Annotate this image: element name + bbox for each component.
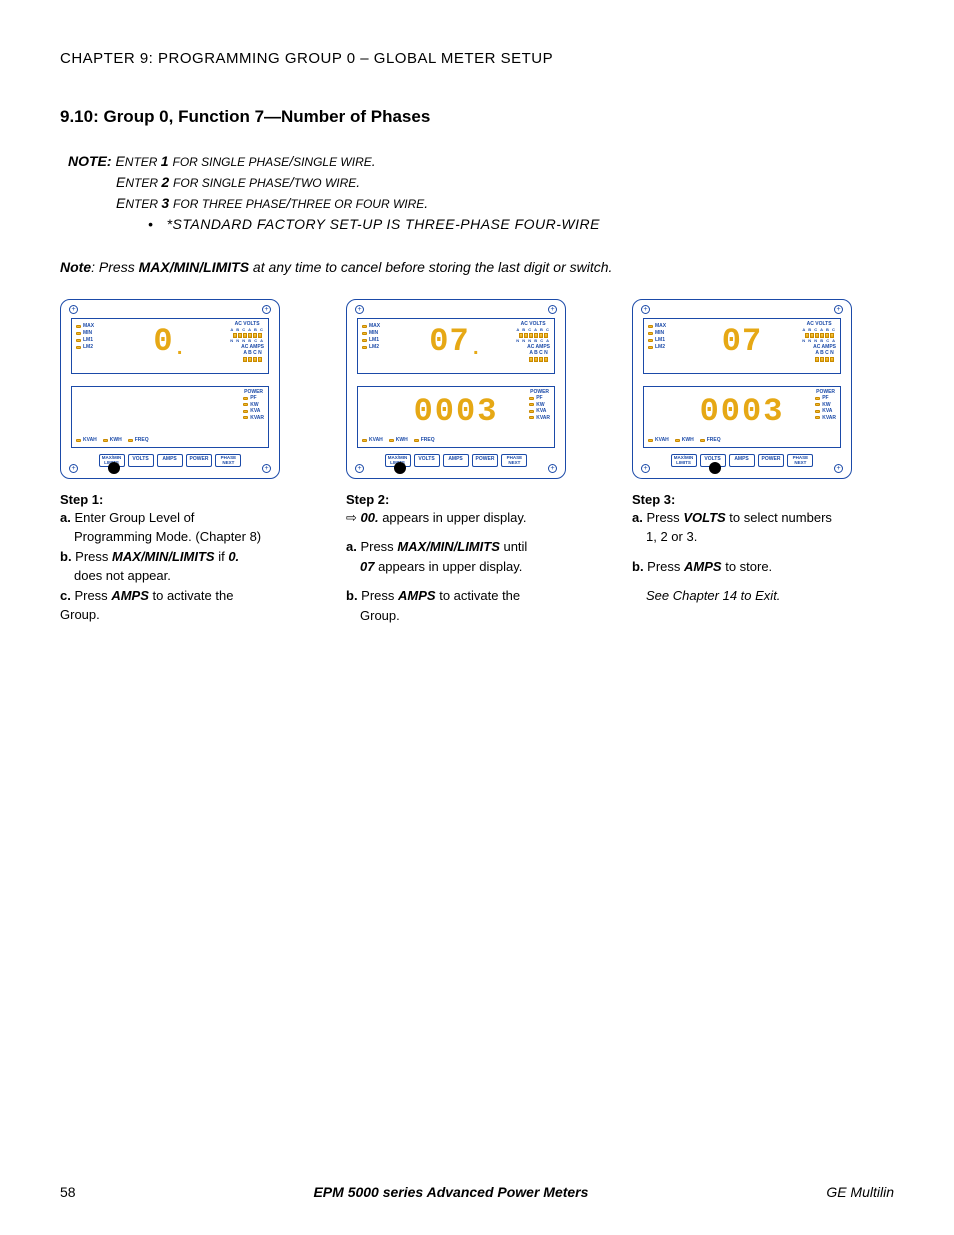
lower-display: POWER PF KW KVA KVAR KVAH KWH FREQ — [71, 386, 269, 448]
page-number: 58 — [60, 1184, 76, 1200]
screw-icon: + — [262, 305, 271, 314]
amps-button[interactable]: AMPS — [157, 454, 183, 467]
power-button[interactable]: POWER — [472, 454, 499, 467]
screw-icon: + — [834, 305, 843, 314]
meter-3: + + + + MAX MIN LM1 LM2 07 AC VOLTS A B … — [632, 299, 852, 479]
step-1-col: + + + + MAX MIN LM1 LM2 0. AC VOLTS A B … — [60, 299, 310, 624]
amps-button[interactable]: AMPS — [729, 454, 755, 467]
screw-icon: + — [262, 464, 271, 473]
screw-icon: + — [641, 464, 650, 473]
meter-buttons: MAX/MINLIMITS VOLTS AMPS POWER PHASENEXT — [639, 454, 845, 467]
power-button[interactable]: POWER — [186, 454, 213, 467]
highlight-dot-icon — [394, 462, 406, 474]
meter-buttons: MAX/MINLIMITS VOLTS AMPS POWER PHASENEXT — [353, 454, 559, 467]
power-button[interactable]: POWER — [758, 454, 785, 467]
step-1-text: Step 1: a. Enter Group Level of Programm… — [60, 491, 310, 624]
upper-display: MAX MIN LM1 LM2 07. AC VOLTS A B C A B C… — [357, 318, 555, 374]
upper-display: MAX MIN LM1 LM2 0. AC VOLTS A B C A B C … — [71, 318, 269, 374]
highlight-dot-icon — [709, 462, 721, 474]
volts-button[interactable]: VOLTS — [128, 454, 154, 467]
note-block: NOTE: ENTER 1 FOR SINGLE PHASE/SINGLE WI… — [68, 151, 894, 235]
footer-brand: GE Multilin — [826, 1184, 894, 1200]
meter-2: + + + + MAX MIN LM1 LM2 07. AC VOLTS A B… — [346, 299, 566, 479]
screw-icon: + — [355, 305, 364, 314]
upper-display: MAX MIN LM1 LM2 07 AC VOLTS A B C A B C … — [643, 318, 841, 374]
screw-icon: + — [834, 464, 843, 473]
step-2-col: + + + + MAX MIN LM1 LM2 07. AC VOLTS A B… — [346, 299, 596, 624]
chapter-header: CHAPTER 9: PROGRAMMING GROUP 0 – GLOBAL … — [60, 50, 894, 67]
volts-button[interactable]: VOLTS — [414, 454, 440, 467]
meter-buttons: MAX/MINLIMITS VOLTS AMPS POWER PHASENEXT — [67, 454, 273, 467]
lower-display: 0003 POWER PF KW KVA KVAR KVAH KWH FREQ — [643, 386, 841, 448]
step-3-text: Step 3: a. Press VOLTS to select numbers… — [632, 491, 882, 605]
screw-icon: + — [69, 305, 78, 314]
maxmin-limits-button[interactable]: MAX/MINLIMITS — [671, 454, 697, 467]
page-footer: 58 EPM 5000 series Advanced Power Meters… — [60, 1184, 894, 1200]
footer-title: EPM 5000 series Advanced Power Meters — [313, 1184, 588, 1200]
phase-next-button[interactable]: PHASENEXT — [501, 454, 527, 467]
step-3-col: + + + + MAX MIN LM1 LM2 07 AC VOLTS A B … — [632, 299, 882, 624]
maxmin-limits-button[interactable]: MAX/MINLIMITS — [99, 454, 125, 467]
note-label: NOTE: — [68, 153, 112, 169]
note-cancel: Note: Press MAX/MIN/LIMITS at any time t… — [60, 259, 894, 275]
lower-display: 0003 POWER PF KW KVA KVAR KVAH KWH FREQ — [357, 386, 555, 448]
screw-icon: + — [69, 464, 78, 473]
step-2-text: Step 2: ⇨ 00. appears in upper display. … — [346, 491, 596, 624]
screw-icon: + — [355, 464, 364, 473]
phase-next-button[interactable]: PHASENEXT — [215, 454, 241, 467]
screw-icon: + — [641, 305, 650, 314]
phase-next-button[interactable]: PHASENEXT — [787, 454, 813, 467]
highlight-dot-icon — [108, 462, 120, 474]
amps-button[interactable]: AMPS — [443, 454, 469, 467]
maxmin-limits-button[interactable]: MAX/MINLIMITS — [385, 454, 411, 467]
meter-1: + + + + MAX MIN LM1 LM2 0. AC VOLTS A B … — [60, 299, 280, 479]
screw-icon: + — [548, 305, 557, 314]
screw-icon: + — [548, 464, 557, 473]
volts-button[interactable]: VOLTS — [700, 454, 726, 467]
steps-row: + + + + MAX MIN LM1 LM2 0. AC VOLTS A B … — [60, 299, 894, 624]
section-title: 9.10: Group 0, Function 7—Number of Phas… — [60, 107, 894, 127]
